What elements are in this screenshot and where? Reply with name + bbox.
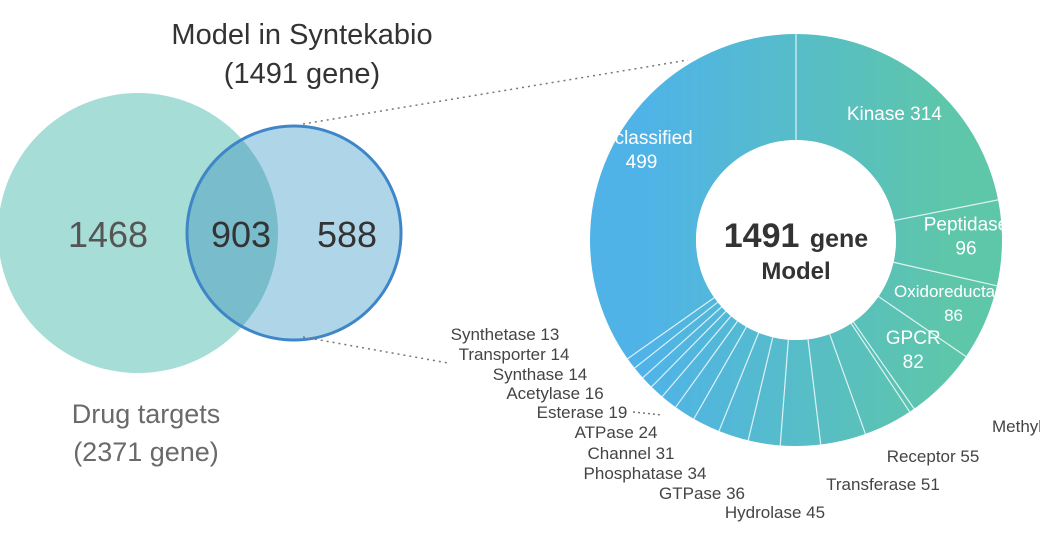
center-title: 1491 gene [724,217,869,255]
slice-acetylase [661,315,732,397]
slice-channel [718,332,760,432]
slice-label-oxidoreductase: Oxidoreductase 86 [894,282,1013,325]
slice-label-synthase: Synthase 14 [493,365,588,384]
slice-oxidoreductase [893,261,997,287]
slice-label-gpcr: GPCR 82 [886,328,941,373]
slice-esterase [675,320,739,408]
model-subtitle: (1491 gene) [224,58,380,90]
slice-transferase [829,333,866,435]
model-only-count: 588 [317,214,377,255]
center-label: Model [761,258,830,285]
drug-subtitle: (2371 gene) [73,437,219,467]
slice-methylase [852,321,915,410]
connector-line-top [302,59,689,125]
slice-gtpase [779,339,789,446]
slice-phosphatase [747,337,774,441]
slice-label-synthetase: Synthetase 13 [451,325,560,344]
slice-label-methylase: Methylase 6 [992,417,1040,436]
slice-label-phosphatase: Phosphatase 34 [584,464,707,483]
model-title: Model in Syntekabio [171,19,432,51]
slice-hydrolase [807,339,822,445]
venn-diagram: 1468 903 588 Model in Syntekabio (1491 g… [0,19,433,467]
slice-receptor [850,323,911,413]
slice-label-acetylase: Acetylase 16 [506,384,603,403]
donut-hole [696,140,896,340]
center-unit: gene [810,225,868,253]
slice-synthase [651,310,727,388]
drug-title: Drug targets [72,399,221,429]
slice-label-peptidase: Peptidase 96 [924,214,1009,259]
slice-atpase [693,326,747,420]
overlap-count: 903 [211,214,271,255]
model-circle-border [185,124,403,342]
slice-label-kinase: Kinase 314 [847,104,943,125]
drug-only-count: 1468 [68,214,148,255]
drug-targets-circle [0,93,278,373]
slice-label-gtpase: GTPase 36 [659,484,745,503]
connector-line-bottom [302,336,449,364]
slice-label-transferase: Transferase 51 [826,475,940,494]
slice-unclassified [627,297,715,360]
slice-synthetase [634,301,719,369]
outside-labels: Kinase 314 Peptidase 96 Oxidoreductase 86GPC… [451,104,1040,522]
slice-label-esterase: Esterase 19 [537,403,628,422]
slice-label-transporter: Transporter 14 [459,345,570,364]
slice-label-unclassified: Unclassified 499 [590,128,692,173]
slice-label-hydrolase: Hydrolase 45 [725,503,825,522]
esterase-leader-line [632,411,663,416]
slice-gpcr [878,296,967,357]
slice-label-atpase: ATPase 24 [575,423,658,442]
slice-transporter [642,306,723,379]
donut-chart [590,34,1002,446]
slice-peptidase [893,199,999,222]
slice-label-receptor: Receptor 55 [887,447,980,466]
slice-label-channel: Channel 31 [588,444,675,463]
center-number: 1491 [724,217,800,255]
venn-overlap [186,139,278,327]
